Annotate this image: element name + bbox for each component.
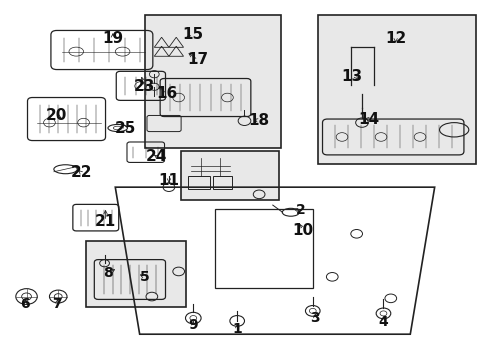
Text: 3: 3 <box>310 311 319 325</box>
Bar <box>144 15 281 148</box>
Text: 16: 16 <box>156 86 177 102</box>
Text: 23: 23 <box>134 79 155 94</box>
Text: 2: 2 <box>295 203 305 217</box>
Text: 17: 17 <box>187 52 208 67</box>
Text: 9: 9 <box>188 318 198 332</box>
Bar <box>317 15 475 164</box>
Text: 19: 19 <box>102 31 123 46</box>
Text: 15: 15 <box>183 27 203 42</box>
Text: 11: 11 <box>158 172 179 188</box>
Text: 12: 12 <box>384 31 406 46</box>
Text: 7: 7 <box>52 297 61 311</box>
Text: 10: 10 <box>292 223 313 238</box>
Text: 5: 5 <box>140 270 149 284</box>
Bar <box>86 241 185 307</box>
Text: 14: 14 <box>358 112 379 126</box>
Text: 8: 8 <box>103 266 113 280</box>
Text: 13: 13 <box>341 68 362 84</box>
Text: 21: 21 <box>95 214 116 229</box>
Text: 6: 6 <box>20 297 30 311</box>
Text: 24: 24 <box>146 149 167 164</box>
Text: 22: 22 <box>70 165 92 180</box>
Text: 18: 18 <box>248 113 269 128</box>
Bar <box>188 176 210 189</box>
Text: 1: 1 <box>232 322 242 336</box>
Text: 20: 20 <box>46 108 67 123</box>
Text: 4: 4 <box>378 315 387 329</box>
Bar <box>212 176 232 189</box>
Bar <box>215 209 312 288</box>
Text: 25: 25 <box>114 121 136 135</box>
Bar <box>181 151 278 200</box>
